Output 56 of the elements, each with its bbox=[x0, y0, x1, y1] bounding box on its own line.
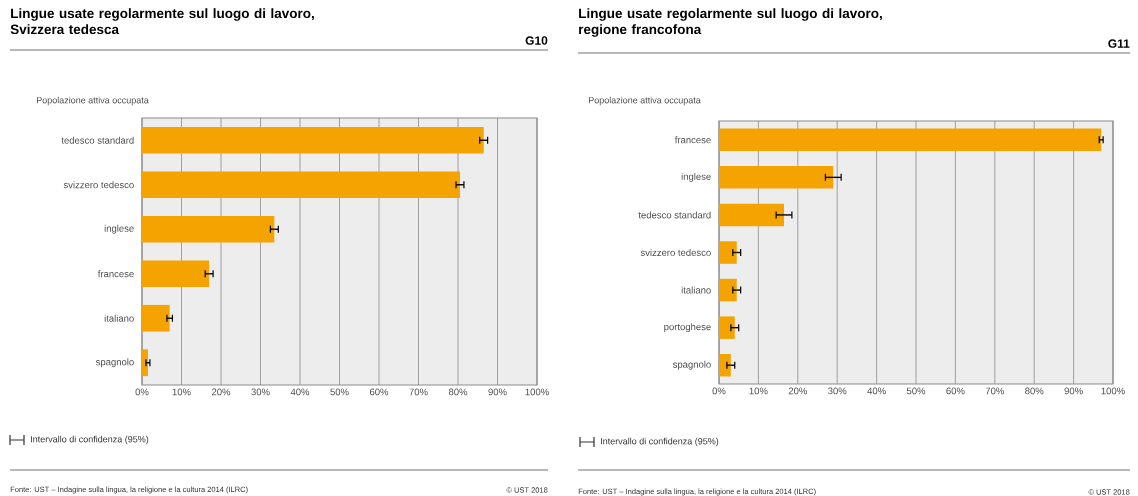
bar bbox=[719, 128, 1102, 152]
bar bbox=[142, 171, 460, 199]
bar bbox=[719, 241, 737, 264]
x-tick-label: 40% bbox=[290, 388, 310, 396]
x-tick-label: 60% bbox=[369, 388, 389, 396]
x-tick-label: 80% bbox=[1025, 387, 1044, 395]
y-tick-label: spagnolo bbox=[672, 360, 711, 370]
x-tick-label: 100% bbox=[525, 388, 549, 396]
x-tick-label: 50% bbox=[906, 387, 926, 395]
x-tick-label: 0% bbox=[135, 388, 149, 396]
x-tick-label: 30% bbox=[828, 387, 847, 395]
x-tick-label: 20% bbox=[211, 388, 231, 396]
y-tick-label: italiano bbox=[681, 286, 711, 294]
x-tick-label: 10% bbox=[749, 387, 768, 395]
chart-title: Lingue usate regolarmente sul luogo di lavoro, Svizzera tedesca bbox=[10, 8, 314, 35]
chart-subtitle: Popolazione attiva occupata bbox=[36, 96, 149, 106]
x-tick-label: 50% bbox=[330, 388, 349, 396]
y-tick-label: portoghese bbox=[664, 323, 711, 333]
bar bbox=[719, 166, 834, 189]
y-tick-label: spagnolo bbox=[95, 358, 134, 368]
x-tick-label: 70% bbox=[985, 387, 1004, 395]
text: Popolazione attiva occupata bbox=[588, 96, 701, 106]
bar bbox=[719, 278, 737, 302]
x-tick-label: 40% bbox=[867, 387, 886, 395]
bar bbox=[719, 203, 785, 227]
bar bbox=[142, 304, 170, 332]
bar bbox=[142, 126, 484, 154]
text: G11 bbox=[1108, 39, 1130, 48]
y-tick-label: italiano bbox=[104, 314, 134, 322]
bar bbox=[719, 353, 731, 377]
y-tick-label: tedesco standard bbox=[638, 211, 711, 219]
x-tick-label: 70% bbox=[409, 388, 428, 396]
bar bbox=[142, 215, 275, 243]
bar bbox=[142, 349, 148, 377]
y-tick-label: inglese bbox=[104, 224, 134, 234]
y-tick-label: inglese bbox=[681, 172, 711, 182]
x-tick-label: 90% bbox=[488, 388, 507, 396]
y-tick-label: francese bbox=[97, 270, 134, 278]
y-tick-label: tedesco standard bbox=[61, 136, 134, 144]
x-tick-label: 100% bbox=[1101, 387, 1125, 395]
x-tick-label: 0% bbox=[712, 387, 726, 395]
text: G10 bbox=[525, 36, 548, 45]
bar bbox=[719, 316, 735, 339]
x-tick-label: 30% bbox=[251, 388, 270, 396]
x-tick-label: 60% bbox=[946, 387, 965, 395]
y-tick-label: svizzero tedesco bbox=[640, 249, 711, 256]
y-tick-label: svizzero tedesco bbox=[63, 181, 134, 189]
x-tick-label: 80% bbox=[448, 388, 468, 396]
bar bbox=[142, 260, 210, 288]
text: Intervallo di confidenza (95%) bbox=[31, 435, 149, 445]
x-tick-label: 20% bbox=[788, 387, 807, 395]
text: Intervallo di confidenza (95%) bbox=[601, 437, 719, 447]
chart-title: Lingue usate regolarmente sul luogo di lavoro, regione francofona bbox=[579, 8, 882, 37]
x-tick-label: 10% bbox=[172, 388, 191, 396]
x-tick-label: 90% bbox=[1064, 387, 1083, 395]
y-tick-label: francese bbox=[674, 136, 711, 144]
